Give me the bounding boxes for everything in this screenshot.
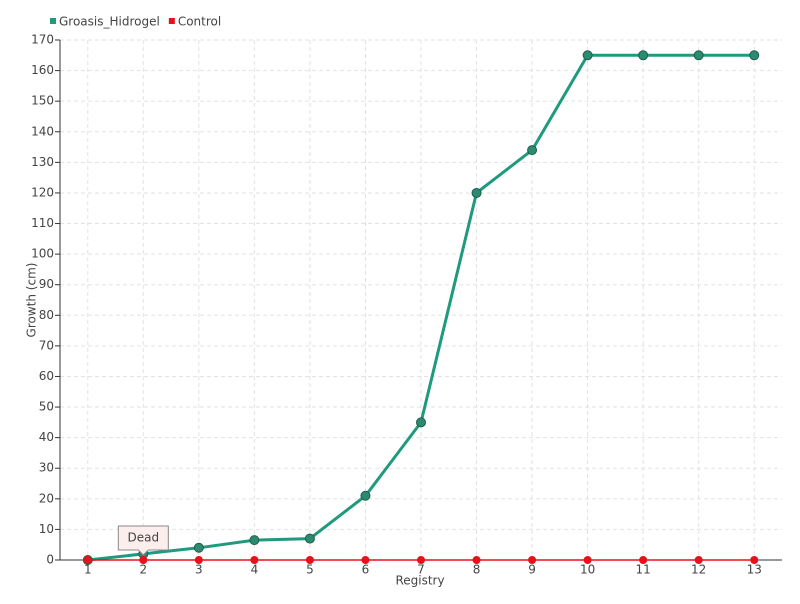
x-tick-label: 4 [251, 563, 259, 577]
x-tick-label: 8 [473, 563, 481, 577]
x-tick-label: 11 [636, 563, 651, 577]
data-point [471, 187, 482, 198]
data-point [639, 556, 648, 564]
data-point [527, 145, 538, 156]
y-tick-label: 150 [31, 94, 54, 108]
x-tick-label: 1 [84, 563, 92, 577]
y-tick-label: 90 [39, 277, 54, 291]
x-tick-label: 3 [195, 563, 203, 577]
y-tick-label: 70 [39, 338, 54, 352]
x-tick-label: 7 [417, 563, 425, 577]
data-point [250, 556, 259, 564]
data-point [194, 556, 203, 564]
data-point [638, 50, 649, 61]
legend-swatch [168, 18, 175, 24]
y-tick-label: 80 [39, 308, 54, 322]
x-tick-label: 5 [306, 563, 314, 577]
data-point [193, 542, 204, 553]
y-tick-label: 160 [31, 63, 54, 77]
data-point [360, 490, 371, 501]
data-point [528, 556, 537, 564]
legend-label: Groasis_Hidrogel [59, 15, 160, 29]
x-tick-label: 6 [362, 563, 370, 577]
data-point [693, 50, 704, 61]
x-tick-label: 12 [691, 563, 706, 577]
data-point [416, 417, 426, 428]
y-tick-label: 170 [31, 33, 54, 47]
data-point [750, 556, 759, 564]
data-point [582, 50, 593, 61]
x-tick-label: 2 [139, 563, 147, 577]
y-tick-label: 40 [39, 430, 54, 444]
data-point [694, 556, 703, 564]
data-point [361, 556, 370, 564]
data-point [417, 556, 425, 564]
data-point [749, 50, 760, 61]
legend-swatch [50, 18, 56, 24]
x-tick-label: 13 [747, 563, 762, 577]
y-tick-label: 120 [31, 185, 54, 199]
y-tick-label: 140 [31, 124, 54, 138]
y-tick-label: 0 [46, 553, 54, 567]
y-tick-label: 110 [31, 216, 54, 230]
data-point [83, 556, 92, 564]
data-point [305, 556, 314, 564]
legend-label: Control [178, 15, 221, 29]
x-tick-label: 10 [580, 563, 595, 577]
data-point [249, 535, 260, 546]
data-point [583, 556, 592, 564]
data-point [472, 556, 481, 564]
data-point [304, 533, 315, 544]
annotation-box [117, 525, 169, 556]
y-tick-label: 130 [31, 155, 54, 169]
y-tick-label: 50 [39, 400, 54, 414]
annotation: Dead [117, 525, 169, 556]
data-point [139, 556, 148, 564]
y-tick-label: 30 [39, 461, 54, 475]
annotation-text: Dead [128, 531, 160, 545]
y-tick-label: 20 [39, 491, 54, 505]
y-tick-label: 10 [39, 522, 54, 536]
x-axis-title: Registry [395, 574, 444, 588]
y-tick-label: 100 [31, 247, 54, 261]
y-axis-title: Growth (cm) [25, 263, 39, 338]
x-tick-label: 9 [528, 563, 536, 577]
y-tick-label: 60 [39, 369, 54, 383]
